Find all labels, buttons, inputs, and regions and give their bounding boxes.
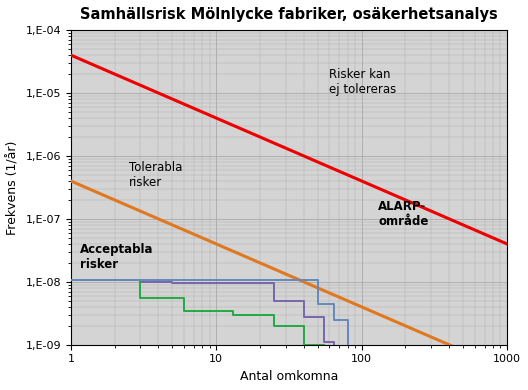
X-axis label: Antal omkomna: Antal omkomna	[240, 370, 338, 383]
Text: ALARP-
område: ALARP- område	[378, 200, 429, 228]
Text: Acceptabla
risker: Acceptabla risker	[80, 243, 153, 271]
Y-axis label: Frekvens (1/år): Frekvens (1/år)	[7, 140, 20, 235]
Text: Risker kan
ej tolereras: Risker kan ej tolereras	[329, 68, 397, 96]
Title: Samhällsrisk Mölnlycke fabriker, osäkerhetsanalys: Samhällsrisk Mölnlycke fabriker, osäkerh…	[80, 7, 498, 22]
Text: Tolerabla
risker: Tolerabla risker	[129, 161, 182, 189]
